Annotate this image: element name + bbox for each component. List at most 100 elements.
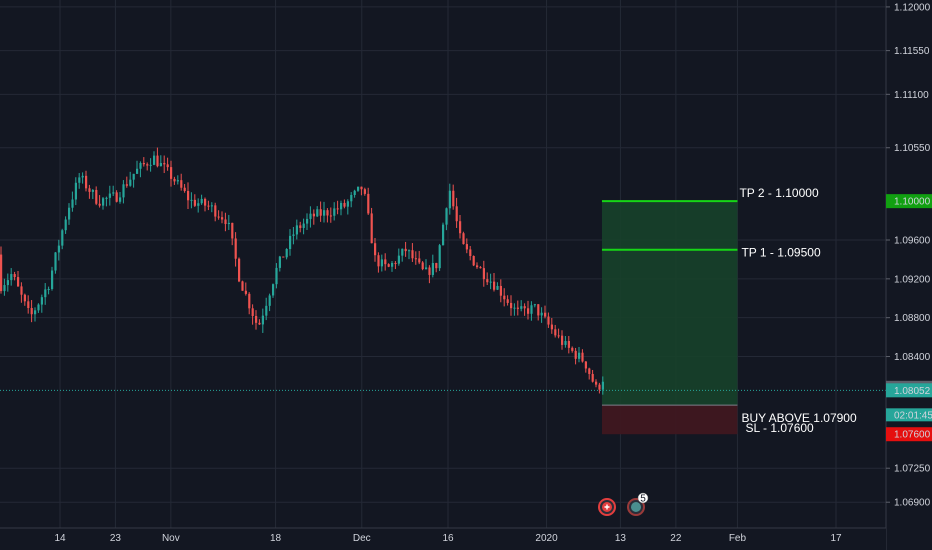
price-axis[interactable] [886,0,932,550]
candle-body [418,258,421,263]
candle-body [132,173,135,180]
candle-body [27,301,30,309]
candle-body [445,208,448,225]
candle-body [411,250,414,259]
candle-body [139,163,142,169]
candle-body [292,234,295,236]
candle-body [142,163,145,165]
candle-body [190,199,193,201]
candle-body [197,203,200,206]
candle-body [51,270,54,289]
candle-body [10,274,13,281]
countdown-text: 02:01:45 [894,410,932,421]
events-count-text: 5 [640,494,646,505]
candle-body [268,295,271,306]
candle-body [231,222,234,239]
candle-body [170,167,173,179]
candle-body [299,225,302,228]
time-tick-label: 14 [54,533,66,544]
candle-body [71,199,74,208]
candle-body [146,164,149,166]
time-tick-label: 22 [670,533,682,544]
candle-body [506,299,509,303]
candle-body [17,277,20,287]
candle-body [323,210,326,216]
candle-body [227,222,230,225]
time-tick-label: Feb [729,533,747,544]
candle-body [343,202,346,207]
price-label-tp-text: 1.10000 [894,197,931,208]
annotation-stop-loss: SL - 1.07600 [745,421,814,435]
candle-body [387,264,390,267]
candle-body [68,207,71,220]
candle-body [129,179,132,186]
candle-body [163,163,166,165]
time-tick-label: 23 [110,533,122,544]
candle-body [462,233,465,245]
candle-body [533,304,536,306]
candle-body [13,274,16,278]
candle-body [98,203,101,206]
candle-body [503,295,506,300]
candle-body [476,265,479,268]
candle-body [244,290,247,294]
countdown-label [886,408,932,422]
candle-body [282,256,285,258]
candle-body [0,254,3,292]
candle-body [156,155,159,167]
candle-body [40,297,43,305]
candle-body [30,308,33,315]
price-tick-label: 1.09600 [894,235,931,246]
candle-body [601,381,604,390]
price-label-stop-text: 1.07600 [894,430,931,441]
price-tick-label: 1.12000 [894,2,931,13]
time-axis[interactable] [0,528,886,550]
time-tick-label: 18 [270,533,282,544]
time-tick-label: Dec [353,533,371,544]
candle-body [306,218,309,224]
time-tick-label: 16 [442,533,454,544]
candle-body [401,248,404,256]
candle-body [567,340,570,348]
candle-body [95,189,98,204]
candle-body [336,208,339,210]
candle-body [285,249,288,258]
candle-body [479,267,482,269]
candle-body [85,175,88,189]
annotation-take-profit-2: TP 2 - 1.10000 [739,186,818,200]
candle-body [380,259,383,267]
candle-body [108,193,111,198]
candle-body [115,192,118,202]
candle-body [431,263,434,275]
candle-body [248,293,251,309]
candle-body [275,267,278,285]
candle-body [486,279,489,283]
annotation-entry: BUY ABOVE 1.07900 [741,411,857,425]
candle-body [214,205,217,217]
candle-body [523,306,526,309]
candle-body [595,381,598,385]
candle-body [234,238,237,259]
candle-body [527,308,530,314]
candle-body [465,244,468,250]
candle-body [574,350,577,359]
candle-body [598,384,601,390]
candle-body [346,201,349,207]
target-zone [601,201,738,406]
candle-body [489,281,492,283]
candle-body [370,213,373,244]
candle-body [221,217,224,220]
candle-body [183,187,186,191]
candle-body [78,177,81,183]
price-tick-label: 1.06900 [894,498,931,509]
candle-body [64,219,67,231]
candle-body [374,243,377,256]
time-tick-label: 13 [615,533,627,544]
candle-body [537,304,540,316]
candle-body [557,335,560,337]
candle-body [265,305,268,316]
candle-body [540,312,543,316]
candle-body [353,190,356,195]
